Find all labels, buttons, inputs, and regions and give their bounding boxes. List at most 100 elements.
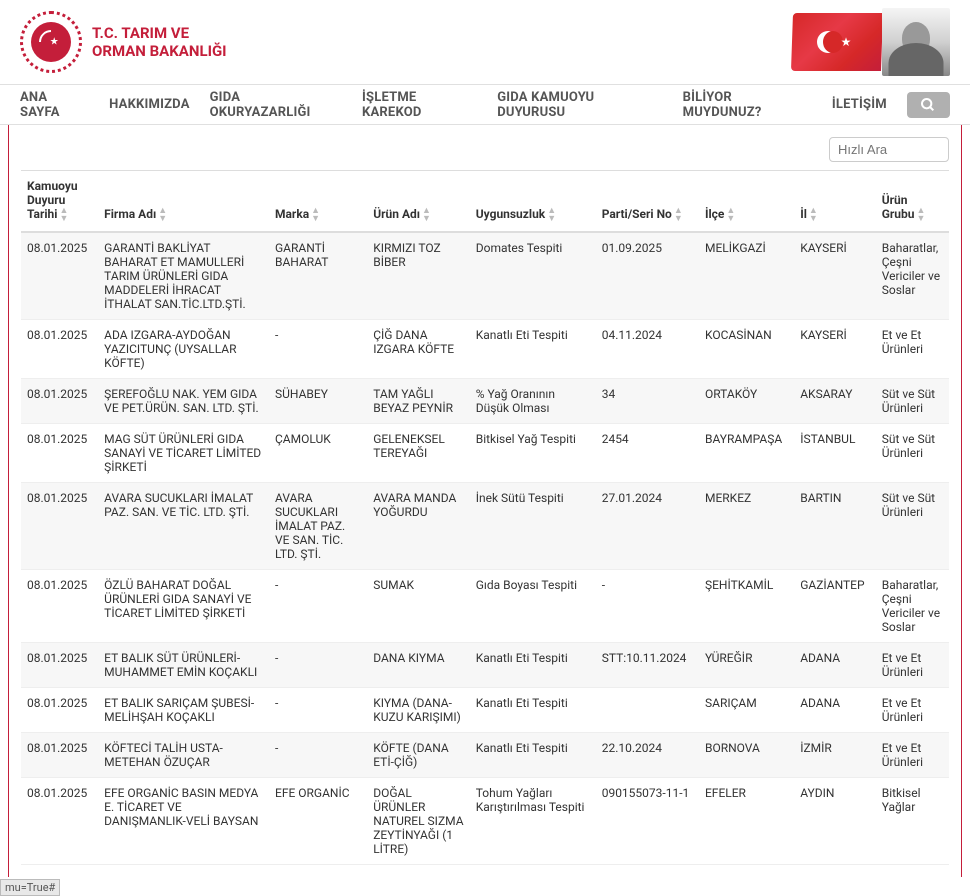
col-label: Ürün Adı <box>373 207 420 221</box>
cell-firma: ET BALIK SÜT ÜRÜNLERİ-MUHAMMET EMİN KOÇA… <box>98 643 269 688</box>
nav-item-isletme-karekod[interactable]: İŞLETME KAREKOD <box>362 90 477 120</box>
cell-marka: - <box>269 320 367 379</box>
cell-tarih: 08.01.2025 <box>21 733 98 778</box>
table-row: 08.01.2025ET BALIK SARIÇAM ŞUBESİ-MELİHŞ… <box>21 688 949 733</box>
col-header-urun[interactable]: Ürün Adı▲▼ <box>367 171 470 233</box>
col-header-grup[interactable]: Ürün Grubu▲▼ <box>876 171 949 233</box>
cell-marka: - <box>269 643 367 688</box>
cell-il: BARTIN <box>794 483 876 570</box>
cell-tarih: 08.01.2025 <box>21 778 98 865</box>
cell-marka: - <box>269 688 367 733</box>
title-line-1: T.C. TARIM VE <box>92 24 227 42</box>
col-header-marka[interactable]: Marka▲▼ <box>269 171 367 233</box>
col-header-parti[interactable]: Parti/Seri No▲▼ <box>596 171 699 233</box>
main-nav: ANA SAYFA HAKKIMIZDA GIDA OKURYAZARLIĞI … <box>0 85 970 125</box>
cell-tarih: 08.01.2025 <box>21 688 98 733</box>
cell-urun: DOĞAL ÜRÜNLER NATUREL SIZMA ZEYTİNYAĞI (… <box>367 778 470 865</box>
cell-uygunsuzluk: İnek Sütü Tespiti <box>470 483 596 570</box>
col-label: Ürün Grubu <box>882 193 915 221</box>
sort-icon: ▲▼ <box>59 207 68 223</box>
cell-firma: GARANTİ BAKLİYAT BAHARAT ET MAMULLERİ TA… <box>98 232 269 320</box>
cell-il: KAYSERİ <box>794 232 876 320</box>
cell-il: AYDIN <box>794 778 876 865</box>
nav-item-hakkimizda[interactable]: HAKKIMIZDA <box>109 97 189 112</box>
cell-grup: Süt ve Süt Ürünleri <box>876 379 949 424</box>
cell-parti: 01.09.2025 <box>596 232 699 320</box>
cell-parti: 34 <box>596 379 699 424</box>
cell-tarih: 08.01.2025 <box>21 232 98 320</box>
cell-uygunsuzluk: Kanatlı Eti Tespiti <box>470 643 596 688</box>
nav-item-biliyor-muydunuz[interactable]: BİLİYOR MUYDUNUZ? <box>683 90 812 120</box>
col-header-ilce[interactable]: İlçe▲▼ <box>699 171 794 233</box>
cell-urun: SUMAK <box>367 570 470 643</box>
cell-parti: STT:10.11.2024 <box>596 643 699 688</box>
col-label: İl <box>800 207 807 221</box>
cell-firma: ADA IZGARA-AYDOĞAN YAZICITUNÇ (UYSALLAR … <box>98 320 269 379</box>
cell-marka: SÜHABEY <box>269 379 367 424</box>
sort-icon: ▲▼ <box>311 207 320 223</box>
table-row: 08.01.2025ÖZLÜ BAHARAT DOĞAL ÜRÜNLERİ GI… <box>21 570 949 643</box>
cell-il: ADANA <box>794 643 876 688</box>
cell-il: AKSARAY <box>794 379 876 424</box>
table-row: 08.01.2025ET BALIK SÜT ÜRÜNLERİ-MUHAMMET… <box>21 643 949 688</box>
cell-urun: DANA KIYMA <box>367 643 470 688</box>
nav-item-iletisim[interactable]: İLETİŞİM <box>832 97 887 112</box>
col-header-tarih[interactable]: Kamuoyu Duyuru Tarihi▲▼ <box>21 171 98 233</box>
cell-urun: GELENEKSEL TEREYAĞI <box>367 424 470 483</box>
cell-uygunsuzluk: Domates Tespiti <box>470 232 596 320</box>
col-header-il[interactable]: İl▲▼ <box>794 171 876 233</box>
cell-grup: Et ve Et Ürünleri <box>876 688 949 733</box>
cell-grup: Et ve Et Ürünleri <box>876 733 949 778</box>
sort-icon: ▲▼ <box>916 207 925 223</box>
cell-grup: Baharatlar, Çeşni Vericiler ve Soslar <box>876 232 949 320</box>
cell-urun: KÖFTE (DANA ETİ-ÇİĞ) <box>367 733 470 778</box>
cell-tarih: 08.01.2025 <box>21 424 98 483</box>
cell-ilce: MELİKGAZİ <box>699 232 794 320</box>
sort-icon: ▲▼ <box>158 207 167 223</box>
cell-firma: AVARA SUCUKLARI İMALAT PAZ. SAN. VE TİC.… <box>98 483 269 570</box>
announcements-table: Kamuoyu Duyuru Tarihi▲▼Firma Adı▲▼Marka▲… <box>21 170 949 865</box>
content-area: Kamuoyu Duyuru Tarihi▲▼Firma Adı▲▼Marka▲… <box>8 125 962 877</box>
title-line-2: ORMAN BAKANLIĞI <box>92 42 227 60</box>
cell-urun: AVARA MANDA YOĞURDU <box>367 483 470 570</box>
nav-item-gida-kamuoyu-duyurusu[interactable]: GIDA KAMUOYU DUYURUSU <box>497 90 662 120</box>
col-label: Kamuoyu Duyuru Tarihi <box>27 179 78 221</box>
header-imagery: ★ <box>792 8 950 76</box>
cell-il: KAYSERİ <box>794 320 876 379</box>
cell-tarih: 08.01.2025 <box>21 320 98 379</box>
cell-marka: AVARA SUCUKLARI İMALAT PAZ. VE SAN. TİC.… <box>269 483 367 570</box>
cell-il: GAZİANTEP <box>794 570 876 643</box>
cell-grup: Baharatlar, Çeşni Vericiler ve Soslar <box>876 570 949 643</box>
col-header-firma[interactable]: Firma Adı▲▼ <box>98 171 269 233</box>
cell-parti: 090155073-11-1 <box>596 778 699 865</box>
nav-item-anasayfa[interactable]: ANA SAYFA <box>20 90 89 120</box>
sort-icon: ▲▼ <box>809 207 818 223</box>
sort-icon: ▲▼ <box>674 207 683 223</box>
turkish-flag-icon: ★ <box>792 13 882 71</box>
cell-ilce: ŞEHİTKAMİL <box>699 570 794 643</box>
cell-uygunsuzluk: Tohum Yağları Karıştırılması Tespiti <box>470 778 596 865</box>
cell-parti: 22.10.2024 <box>596 733 699 778</box>
sort-icon: ▲▼ <box>547 207 556 223</box>
cell-ilce: KOCASİNAN <box>699 320 794 379</box>
cell-grup: Et ve Et Ürünleri <box>876 320 949 379</box>
col-label: İlçe <box>705 207 724 221</box>
col-header-uygunsuzluk[interactable]: Uygunsuzluk▲▼ <box>470 171 596 233</box>
sort-icon: ▲▼ <box>726 207 735 223</box>
cell-ilce: SARIÇAM <box>699 688 794 733</box>
cell-ilce: ORTAKÖY <box>699 379 794 424</box>
table-body: 08.01.2025GARANTİ BAKLİYAT BAHARAT ET MA… <box>21 232 949 865</box>
col-label: Marka <box>275 207 309 221</box>
table-row: 08.01.2025ADA IZGARA-AYDOĞAN YAZICITUNÇ … <box>21 320 949 379</box>
nav-item-gida-okuryazarligi[interactable]: GIDA OKURYAZARLIĞI <box>210 90 342 120</box>
table-row: 08.01.2025AVARA SUCUKLARI İMALAT PAZ. SA… <box>21 483 949 570</box>
cell-urun: ÇİĞ DANA IZGARA KÖFTE <box>367 320 470 379</box>
quick-search-input[interactable] <box>829 137 949 162</box>
cell-marka: - <box>269 570 367 643</box>
cell-firma: ET BALIK SARIÇAM ŞUBESİ-MELİHŞAH KOÇAKLI <box>98 688 269 733</box>
cell-urun: KIRMIZI TOZ BİBER <box>367 232 470 320</box>
cell-il: İZMİR <box>794 733 876 778</box>
ataturk-portrait <box>882 8 950 76</box>
cell-firma: ŞEREFOĞLU NAK. YEM GIDA VE PET.ÜRÜN. SAN… <box>98 379 269 424</box>
search-button[interactable] <box>907 92 950 118</box>
